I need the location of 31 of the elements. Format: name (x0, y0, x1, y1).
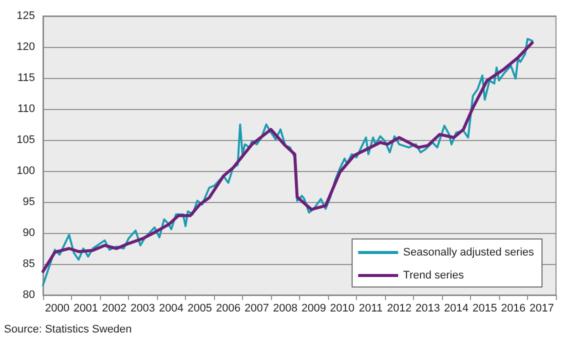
x-tick-label: 2002 (102, 302, 126, 314)
y-tick-label: 120 (16, 41, 35, 53)
x-tick-label: 2003 (130, 302, 155, 314)
x-tick-label: 2012 (387, 302, 412, 314)
y-tick-label: 100 (16, 165, 35, 177)
x-tick-label: 2014 (444, 302, 468, 314)
x-tick-label: 2001 (74, 302, 98, 314)
y-tick-label: 80 (22, 289, 35, 301)
x-tick-label: 2010 (330, 302, 354, 314)
y-tick-label: 85 (22, 258, 35, 270)
y-tick-label: 105 (16, 134, 35, 146)
legend-label: Trend series (403, 270, 464, 282)
source-note: Source: Statistics Sweden (4, 324, 132, 336)
x-tick-label: 2013 (416, 302, 440, 314)
legend-label: Seasonally adjusted series (403, 246, 534, 258)
x-tick-label: 2006 (216, 302, 240, 314)
x-tick-label: 2009 (302, 302, 326, 314)
x-tick-label: 2007 (244, 302, 269, 314)
y-tick-label: 125 (16, 10, 35, 22)
x-tick-label: 2005 (188, 302, 212, 314)
y-tick-label: 115 (17, 72, 35, 84)
x-tick-label: 2016 (501, 302, 526, 314)
y-tick-label: 95 (22, 196, 35, 208)
x-tick-label: 2015 (472, 302, 497, 314)
y-tick-label: 110 (17, 103, 35, 115)
x-tick-label: 2004 (159, 302, 184, 314)
x-tick-label: 2000 (45, 302, 70, 314)
y-tick-label: 90 (22, 227, 35, 239)
x-tick-label: 2008 (273, 302, 298, 314)
x-tick-label: 2011 (358, 302, 383, 314)
x-tick-label: 2017 (530, 302, 554, 314)
